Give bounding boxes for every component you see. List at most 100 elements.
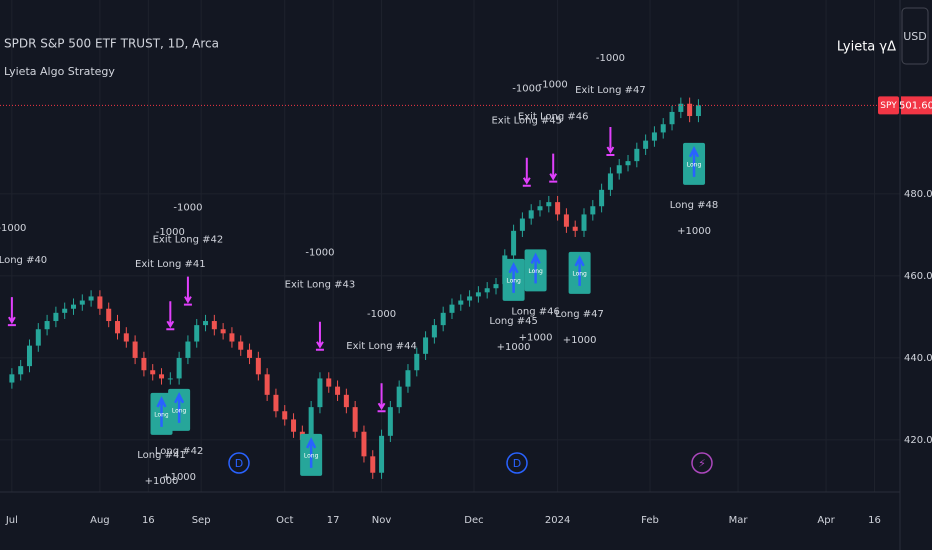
candle-body bbox=[79, 300, 85, 305]
candle bbox=[291, 413, 297, 438]
candle bbox=[194, 318, 200, 348]
candle bbox=[282, 405, 288, 426]
candle-body bbox=[115, 321, 121, 334]
candle-body bbox=[211, 321, 217, 330]
signal-qty: -1000 bbox=[156, 227, 185, 238]
y-tick-label: 420.00 bbox=[904, 435, 932, 446]
candle-body bbox=[88, 296, 94, 301]
candle-body bbox=[9, 374, 15, 383]
candle bbox=[255, 351, 261, 381]
candle-body bbox=[167, 378, 173, 380]
candle bbox=[581, 208, 587, 237]
candle bbox=[405, 364, 411, 393]
candle bbox=[625, 154, 631, 172]
entry-arrow bbox=[156, 396, 167, 427]
candle-body bbox=[273, 394, 279, 412]
signal-label: Exit Long #46 bbox=[518, 112, 589, 123]
candle bbox=[555, 195, 561, 221]
candle-body bbox=[607, 173, 613, 190]
candle bbox=[62, 302, 68, 319]
candle bbox=[484, 282, 490, 299]
signal-label: Exit Long #40 bbox=[0, 255, 47, 266]
candle-body bbox=[352, 407, 358, 432]
candle-body bbox=[106, 308, 112, 322]
signal-qty: +1000 bbox=[497, 342, 531, 353]
candle-body bbox=[238, 341, 244, 350]
candle-body bbox=[695, 105, 701, 117]
signal-qty: +1000 bbox=[145, 476, 179, 487]
symbol-label: SPY bbox=[880, 101, 897, 111]
price-label: 501.60 bbox=[899, 100, 932, 111]
candle-body bbox=[484, 288, 490, 293]
exit-signal: Exit Long #44 -1000 bbox=[346, 309, 417, 413]
candle bbox=[572, 220, 578, 237]
signal-label: Long #47 bbox=[555, 309, 603, 320]
candle bbox=[660, 118, 666, 139]
exit-arrow bbox=[315, 321, 324, 351]
candle bbox=[546, 195, 552, 213]
candle bbox=[695, 99, 701, 123]
signal-label: Exit Long #45 bbox=[491, 116, 562, 127]
candle bbox=[326, 372, 332, 393]
event-label[interactable]: ⚡ bbox=[698, 457, 706, 470]
candle-body bbox=[343, 394, 349, 408]
currency[interactable]: USD bbox=[903, 30, 927, 43]
x-tick-label: Nov bbox=[372, 515, 392, 526]
candle-body bbox=[563, 214, 569, 227]
candle bbox=[238, 335, 244, 356]
entry-box-label: Long bbox=[572, 270, 587, 277]
event-icon[interactable] bbox=[691, 452, 713, 474]
candle bbox=[449, 298, 455, 319]
candle bbox=[370, 450, 376, 479]
entry-box-label: Long bbox=[172, 407, 187, 414]
candle bbox=[53, 306, 59, 328]
candle-body bbox=[150, 370, 156, 375]
entry-box-label: Long bbox=[528, 268, 543, 275]
candle-body bbox=[26, 345, 32, 367]
y-tick-label: 480.00 bbox=[904, 189, 932, 200]
candle-body bbox=[458, 300, 464, 305]
candle bbox=[44, 314, 50, 336]
x-tick-label: 2024 bbox=[545, 515, 570, 526]
candle-body bbox=[440, 312, 446, 326]
candle-body bbox=[467, 296, 473, 301]
event-icon[interactable] bbox=[228, 452, 250, 474]
candle bbox=[440, 306, 446, 332]
candle bbox=[79, 294, 85, 311]
candle bbox=[634, 142, 640, 168]
signal-label: Exit Long #44 bbox=[346, 341, 417, 352]
signal-label: Exit Long #47 bbox=[575, 85, 646, 96]
event-label[interactable]: D bbox=[513, 457, 521, 470]
candle bbox=[88, 290, 94, 307]
event-icon[interactable] bbox=[506, 452, 528, 474]
candle-body bbox=[546, 202, 552, 207]
candle bbox=[26, 339, 32, 373]
exit-arrow bbox=[606, 126, 615, 156]
candle-body bbox=[97, 296, 103, 309]
candle-body bbox=[229, 333, 235, 342]
candle bbox=[607, 167, 613, 196]
signal-qty: -1000 bbox=[0, 223, 26, 234]
candle-body bbox=[379, 435, 385, 473]
candle-body bbox=[370, 456, 376, 473]
signal-qty: -1000 bbox=[539, 80, 568, 91]
candle-body bbox=[62, 308, 68, 313]
candle-body bbox=[291, 419, 297, 432]
candle-body bbox=[53, 312, 59, 322]
entry-arrow bbox=[508, 262, 519, 293]
candle-body bbox=[660, 124, 666, 133]
candle bbox=[9, 368, 15, 389]
candle bbox=[616, 159, 622, 180]
candle-body bbox=[634, 148, 640, 162]
candle bbox=[176, 351, 182, 385]
candle bbox=[352, 400, 358, 438]
currency-box[interactable] bbox=[901, 7, 929, 65]
signal-qty: +1000 bbox=[677, 226, 711, 237]
event-label[interactable]: D bbox=[235, 457, 243, 470]
candle bbox=[511, 224, 517, 262]
candle bbox=[678, 97, 684, 119]
entry-signal: Long Long #47 +1000 bbox=[555, 251, 604, 346]
entry-signal: Long bbox=[300, 433, 323, 476]
x-tick-label: 16 bbox=[868, 515, 881, 526]
